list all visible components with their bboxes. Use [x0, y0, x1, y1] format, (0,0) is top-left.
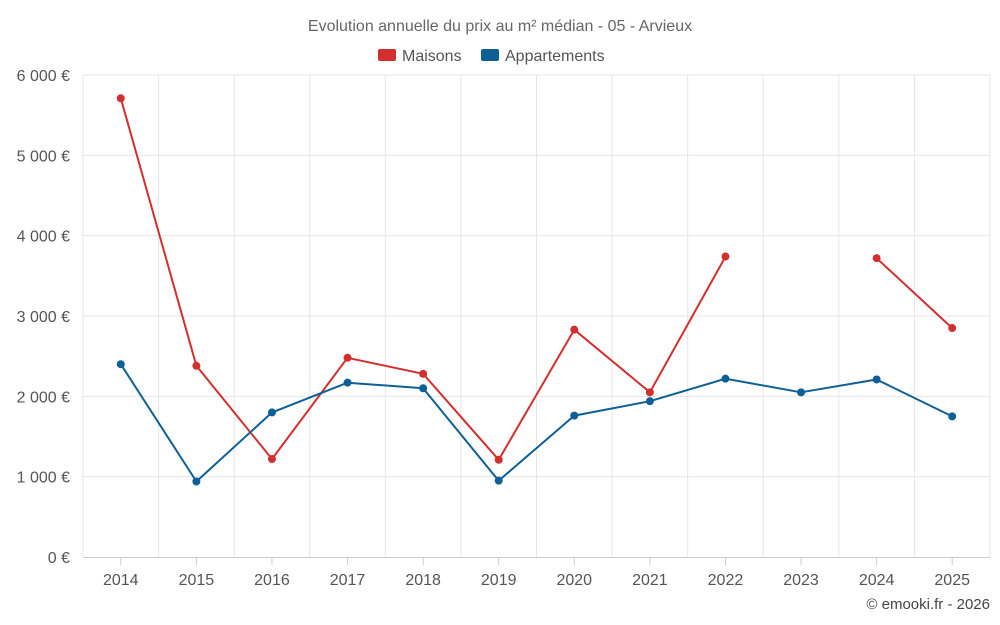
data-point-maisons: [948, 324, 957, 333]
data-point-maisons: [343, 353, 352, 362]
x-tick-label: 2019: [481, 572, 517, 589]
x-tick-label: 2024: [859, 572, 895, 589]
y-tick-label: 2 000 €: [17, 389, 70, 406]
data-point-appartements: [116, 360, 125, 369]
x-tick-label: 2021: [632, 572, 668, 589]
data-point-maisons: [645, 388, 654, 397]
data-point-maisons: [116, 94, 125, 103]
grid: [82, 74, 991, 557]
data-point-appartements: [494, 476, 503, 485]
x-tick-label: 2025: [934, 572, 970, 589]
legend-label-maisons: Maisons: [402, 48, 462, 65]
data-point-maisons: [721, 252, 730, 261]
data-point-appartements: [570, 411, 579, 420]
x-tick-label: 2016: [254, 572, 290, 589]
data-point-appartements: [872, 375, 881, 384]
data-point-maisons: [570, 325, 579, 334]
y-tick-label: 5 000 €: [17, 148, 70, 165]
data-point-maisons: [267, 454, 276, 463]
y-tick-label: 0 €: [48, 550, 70, 567]
data-point-appartements: [419, 384, 428, 393]
x-tick-label: 2014: [103, 572, 139, 589]
y-tick-label: 3 000 €: [17, 309, 70, 326]
data-point-appartements: [192, 477, 201, 486]
data-point-appartements: [948, 412, 957, 421]
data-point-appartements: [645, 397, 654, 406]
legend-swatch-maisons: [378, 49, 396, 61]
series-line-maisons: [875, 257, 953, 329]
y-tick-label: 6 000 €: [17, 68, 70, 85]
series-line-maisons: [119, 98, 727, 461]
series-line-appartements: [119, 363, 953, 483]
x-tick-label: 2018: [405, 572, 441, 589]
y-axis: 0 € 1 000 € 2 000 € 3 000 € 4 000 € 5 000 € 6 …: [17, 68, 70, 567]
data-point-maisons: [419, 369, 428, 378]
data-point-appartements: [267, 408, 276, 417]
data-point-appartements: [721, 374, 730, 383]
legend-item-appartements[interactable]: Appartements: [481, 48, 605, 65]
data-point-appartements: [797, 388, 806, 397]
chart-title: Evolution annuelle du prix au m² médian …: [308, 18, 692, 35]
legend-label-appartements: Appartements: [505, 48, 605, 65]
x-tick-label: 2023: [783, 572, 819, 589]
x-tick-label: 2020: [556, 572, 592, 589]
x-axis: 2014 2015 2016 2017 2018 2019 2020 2021 2022 2023…: [83, 557, 990, 589]
data-point-maisons: [872, 254, 881, 263]
legend-swatch-appartements: [481, 49, 499, 61]
legend: Maisons Appartements: [378, 48, 605, 65]
credit: © emooki.fr - 2026: [866, 596, 990, 613]
series: [116, 94, 957, 486]
y-tick-label: 4 000 €: [17, 229, 70, 246]
y-tick-label: 1 000 €: [17, 470, 70, 487]
data-point-maisons: [192, 361, 201, 370]
data-point-appartements: [343, 378, 352, 387]
data-point-maisons: [494, 455, 503, 464]
x-tick-label: 2017: [330, 572, 366, 589]
x-tick-label: 2022: [708, 572, 744, 589]
legend-item-maisons[interactable]: Maisons: [378, 48, 462, 65]
x-tick-label: 2015: [179, 572, 215, 589]
